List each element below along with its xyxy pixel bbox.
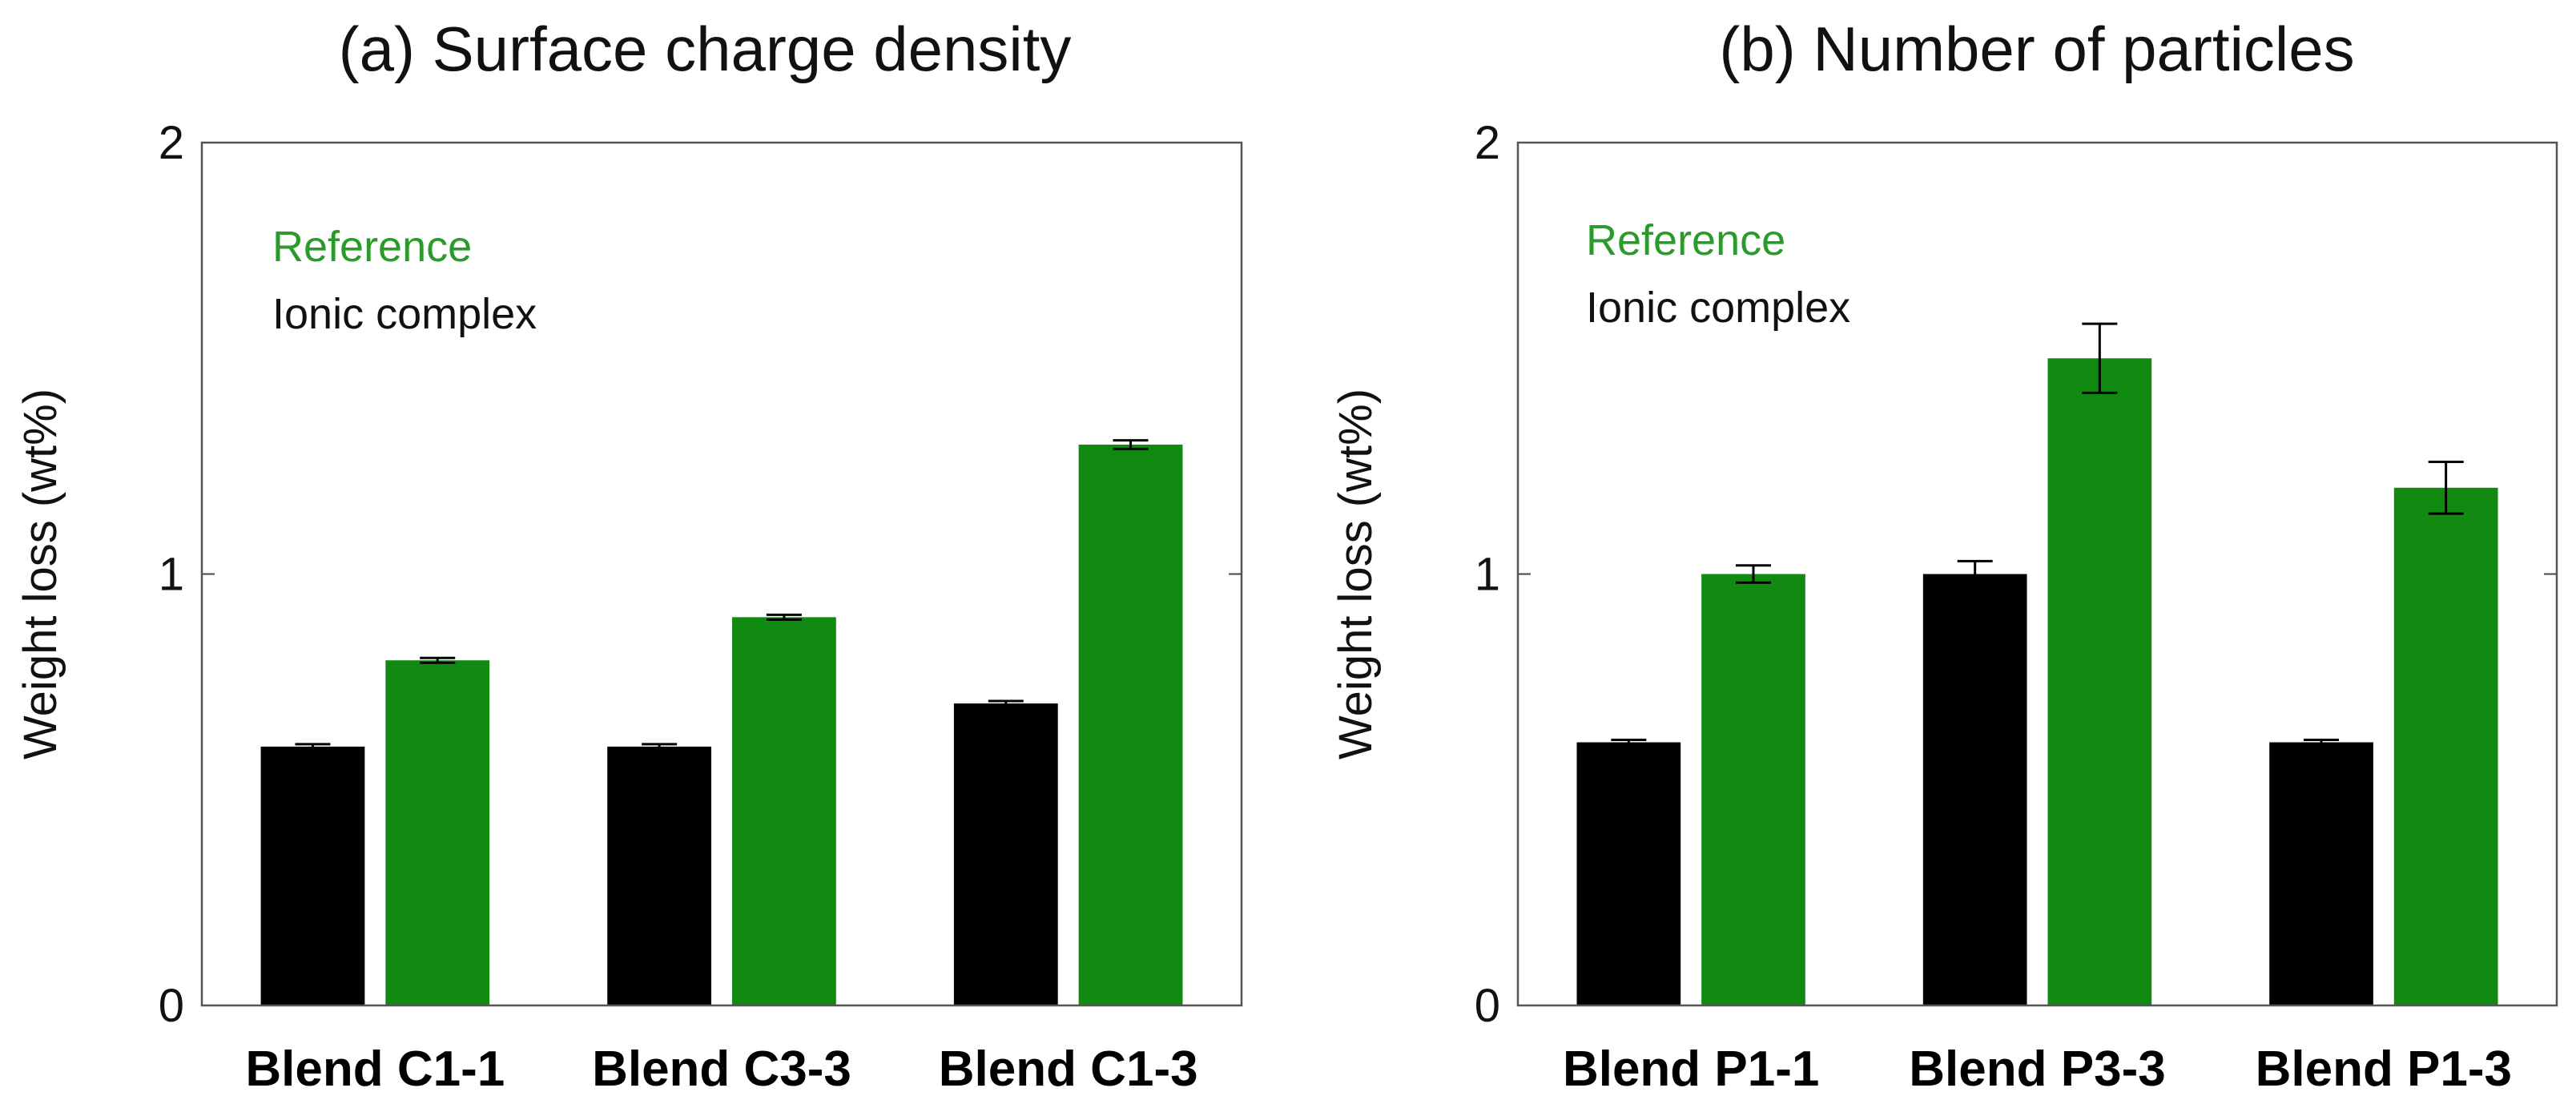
bar-blend-p3-3-ionic-complex	[1922, 574, 2027, 1005]
bar-blend-p3-3-reference	[2047, 358, 2152, 1005]
error-bar	[2082, 322, 2118, 394]
bar-blend-c1-3-reference	[1078, 444, 1183, 1005]
x-tick-label: Blend C3-3	[592, 1042, 851, 1097]
x-tick-label: Blend P3-3	[1909, 1042, 2165, 1097]
bar-blend-p1-1-ionic-complex	[1576, 742, 1681, 1005]
error-bar	[642, 743, 678, 751]
error-bar	[420, 656, 456, 664]
bar-blend-c1-1-reference	[385, 660, 490, 1005]
bar-blend-c1-3-ionic-complex	[953, 703, 1058, 1005]
x-tick-label: Blend C1-1	[245, 1042, 505, 1097]
x-tick-label: Blend C1-3	[939, 1042, 1198, 1097]
legend-entry-ionic-complex: Ionic complex	[1586, 284, 1850, 332]
chart-title: (a) Surface charge density	[339, 14, 1072, 84]
error-bar	[2304, 739, 2340, 747]
chart-panel-a: (a) Surface charge density Weight loss (w…	[14, 14, 1243, 1097]
bar-blend-p1-3-reference	[2393, 487, 2498, 1005]
bar-blend-p1-1-reference	[1701, 574, 1805, 1005]
x-tick-label: Blend P1-1	[1563, 1042, 1819, 1097]
legend-entry-ionic-complex: Ionic complex	[272, 290, 537, 338]
error-bar	[766, 613, 802, 621]
x-tick-label: Blend P1-3	[2256, 1042, 2512, 1097]
error-bar	[1735, 564, 1771, 584]
bar-blend-c1-1-ionic-complex	[260, 746, 365, 1005]
error-bar	[1957, 559, 1993, 589]
error-bar	[988, 699, 1024, 707]
y-tick-label: 1	[1475, 549, 1500, 601]
error-bar	[295, 743, 331, 751]
y-axis-label: Weight loss (wt%)	[14, 389, 66, 759]
plot-frame	[200, 141, 1243, 1007]
error-bar	[2428, 460, 2464, 515]
y-tick-label: 1	[159, 549, 184, 601]
chart-panel-b: (b) Number of particles Weight loss (wt%)…	[1330, 14, 2558, 1097]
legend-entry-reference: Reference	[272, 223, 472, 271]
y-tick-label: 0	[159, 980, 184, 1032]
bar-blend-c3-3-reference	[731, 617, 836, 1005]
chart-title: (b) Number of particles	[1719, 14, 2354, 84]
legend-entry-reference: Reference	[1586, 216, 1785, 264]
error-bar	[1113, 439, 1149, 450]
error-bar	[1611, 739, 1647, 747]
y-axis-label: Weight loss (wt%)	[1330, 389, 1382, 759]
y-tick-label: 2	[159, 117, 184, 169]
y-tick-label: 0	[1475, 980, 1500, 1032]
bar-blend-p1-3-ionic-complex	[2269, 742, 2373, 1005]
bar-blend-c3-3-ionic-complex	[607, 746, 712, 1005]
plot-frame	[1516, 141, 2558, 1007]
y-tick-label: 2	[1475, 117, 1500, 169]
